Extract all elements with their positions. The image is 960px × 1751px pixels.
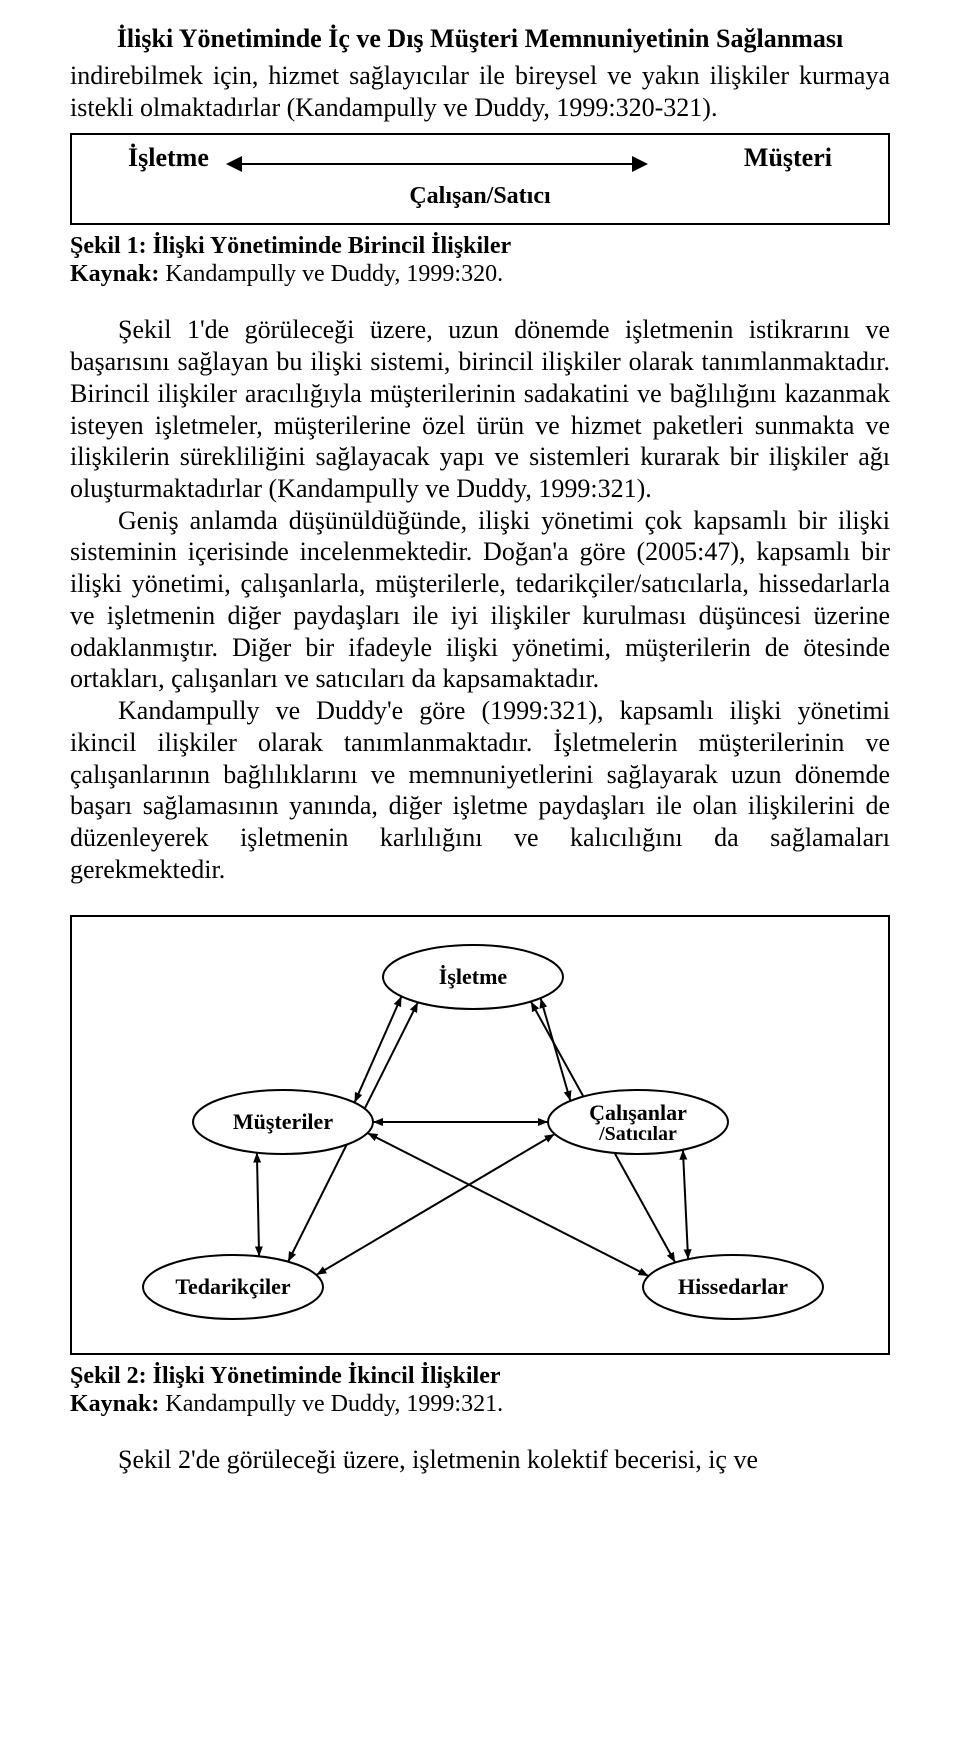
figure-2-box: İşletme Müşteriler Çalışanlar/Satıcılar Ted…	[70, 915, 890, 1355]
svg-text:Çalışanlar: Çalışanlar	[589, 1100, 687, 1125]
fig2-edge	[683, 1150, 688, 1260]
figure-1-source-label: Kaynak:	[70, 261, 159, 287]
figure-2-caption-label: Şekil 2: İlişki Yönetiminde İkincil İliş…	[70, 1363, 501, 1389]
figure-1-source-text: Kandampully ve Duddy, 1999:320.	[159, 261, 503, 287]
figure-1-caption-label: Şekil 1: İlişki Yönetiminde Birincil İli…	[70, 233, 511, 259]
paragraph-1: Şekil 1'de görüleceği üzere, uzun dönemd…	[70, 314, 890, 504]
figure-2-svg: İşletme Müşteriler Çalışanlar/Satıcılar Ted…	[72, 917, 888, 1353]
fig2-node-isletme: İşletme	[383, 945, 563, 1009]
paragraph-3: Kandampully ve Duddy'e göre (1999:321), …	[70, 695, 890, 885]
figure-2-source-text: Kandampully ve Duddy, 1999:321.	[159, 1391, 503, 1417]
fig2-edge	[316, 1134, 554, 1275]
fig1-node-isletme: İşletme	[128, 143, 209, 173]
intro-paragraph: indirebilmek için, hizmet sağlayıcılar i…	[70, 60, 890, 123]
fig2-node-musteriler: Müşteriler	[193, 1090, 373, 1154]
fig2-edge	[541, 998, 571, 1101]
paragraph-2: Geniş anlamda düşünüldüğünde, ilişki yön…	[70, 505, 890, 695]
fig2-edge	[367, 1133, 648, 1276]
fig1-double-arrow-icon	[222, 153, 652, 175]
svg-text:/Satıcılar: /Satıcılar	[598, 1123, 677, 1145]
figure-1-box: İşletme Müşteri Çalışan/Satıcı	[70, 133, 890, 225]
page-title: İlişki Yönetiminde İç ve Dış Müşteri Mem…	[70, 24, 890, 54]
figure-1-source: Kaynak: Kandampully ve Duddy, 1999:320.	[70, 261, 890, 288]
paragraph-last: Şekil 2'de görüleceği üzere, işletmenin …	[70, 1444, 890, 1476]
svg-text:İşletme: İşletme	[439, 964, 508, 989]
fig2-node-calisanlar: Çalışanlar/Satıcılar	[548, 1090, 728, 1154]
fig2-edge	[257, 1153, 259, 1257]
svg-text:Müşteriler: Müşteriler	[233, 1109, 333, 1134]
figure-2-source: Kaynak: Kandampully ve Duddy, 1999:321.	[70, 1391, 890, 1418]
svg-text:Tedarikçiler: Tedarikçiler	[175, 1274, 291, 1299]
figure-1-caption: Şekil 1: İlişki Yönetiminde Birincil İli…	[70, 231, 890, 261]
fig2-node-tedarik: Tedarikçiler	[143, 1255, 323, 1319]
fig1-node-musteri: Müşteri	[744, 143, 832, 173]
fig1-node-calisan: Çalışan/Satıcı	[72, 183, 888, 210]
page: İlişki Yönetiminde İç ve Dış Müşteri Mem…	[0, 0, 960, 1506]
figure-2-caption: Şekil 2: İlişki Yönetiminde İkincil İliş…	[70, 1361, 890, 1391]
svg-text:Hissedarlar: Hissedarlar	[678, 1274, 788, 1299]
figure-2-nodes: İşletme Müşteriler Çalışanlar/Satıcılar Ted…	[143, 945, 823, 1319]
figure-2-source-label: Kaynak:	[70, 1391, 159, 1417]
fig2-node-hissedar: Hissedarlar	[643, 1255, 823, 1319]
